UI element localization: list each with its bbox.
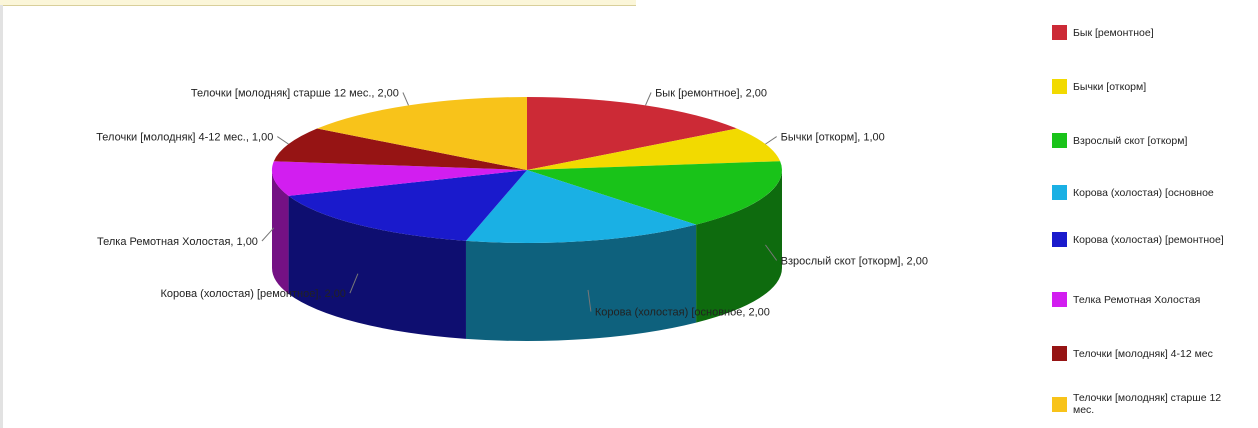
- chart-legend: Бык [ремонтное] Бычки [откорм] Взрослый …: [1052, 0, 1258, 428]
- legend-item: Корова (холостая) [ремонтное]: [1052, 232, 1258, 247]
- label-leader-line: [349, 273, 359, 294]
- label-leader-line: [645, 92, 652, 106]
- slice-data-label: Телочки [молодняк] 4-12 мес., 1,00: [96, 132, 273, 144]
- legend-item: Бычки [откорм]: [1052, 79, 1258, 94]
- label-leader-line: [765, 136, 777, 145]
- legend-item: Телочки [молодняк] 4-12 мес: [1052, 346, 1258, 361]
- legend-label: Бычки [откорм]: [1073, 80, 1147, 93]
- pie-sides: [272, 170, 783, 341]
- legend-label: Корова (холостая) [ремонтное]: [1073, 233, 1224, 246]
- pie-slice-side: [465, 224, 697, 341]
- legend-item: Телка Ремотная Холостая: [1052, 292, 1258, 307]
- pie-slice-side: [288, 195, 466, 339]
- legend-item: Телочки [молодняк] старше 12 мес.: [1052, 392, 1258, 416]
- legend-swatch: [1052, 396, 1067, 412]
- pie-slice[interactable]: [527, 161, 782, 225]
- pie-slice[interactable]: [317, 97, 527, 170]
- legend-swatch: [1052, 79, 1067, 94]
- slice-data-label: Бык [ремонтное], 2,00: [655, 88, 767, 100]
- slice-data-label: Телка Ремотная Холостая, 1,00: [97, 236, 258, 248]
- legend-label: Телочки [молодняк] 4-12 мес: [1073, 347, 1213, 360]
- pie-slice[interactable]: [527, 128, 781, 170]
- pie-slice[interactable]: [273, 128, 527, 170]
- pie-slice[interactable]: [527, 97, 737, 170]
- legend-swatch: [1052, 133, 1067, 148]
- legend-item: Бык [ремонтное]: [1052, 25, 1258, 40]
- label-leader-line: [402, 92, 409, 106]
- legend-swatch: [1052, 232, 1067, 247]
- pie-slice[interactable]: [271, 161, 527, 196]
- slice-data-label: Корова (холостая) [основное, 2,00: [595, 307, 770, 319]
- legend-label: Телочки [молодняк] старше 12 мес.: [1073, 392, 1222, 416]
- pie-slice-side: [272, 170, 289, 294]
- panel-left-border: [0, 5, 3, 428]
- legend-swatch: [1052, 185, 1067, 200]
- pie-slice[interactable]: [288, 170, 527, 241]
- legend-item: Взрослый скот [откорм]: [1052, 133, 1258, 148]
- legend-item: Корова (холостая) [основное: [1052, 185, 1258, 200]
- legend-label: Бык [ремонтное]: [1073, 26, 1154, 39]
- legend-label: Взрослый скот [откорм]: [1073, 134, 1188, 147]
- label-leader-line: [261, 227, 275, 242]
- legend-label: Корова (холостая) [основное: [1073, 186, 1214, 199]
- label-leader-line: [587, 289, 592, 312]
- slice-data-label: Бычки [откорм], 1,00: [781, 132, 885, 144]
- pie-top: [271, 97, 782, 243]
- slice-data-label: Телочки [молодняк] старше 12 мес., 2,00: [191, 88, 399, 100]
- slice-data-label: Взрослый скот [откорм], 2,00: [781, 255, 928, 267]
- legend-swatch: [1052, 25, 1067, 40]
- label-leader-line: [277, 136, 289, 145]
- pie-slice[interactable]: [465, 170, 697, 243]
- toolbar-strip: [0, 0, 636, 6]
- slice-labels: Бык [ремонтное], 2,00 Бычки [откорм], 1,0…: [96, 88, 928, 319]
- pie-chart: Бык [ремонтное], 2,00 Бычки [откорм], 1,0…: [96, 88, 928, 341]
- legend-swatch: [1052, 346, 1067, 361]
- legend-label: Телка Ремотная Холостая: [1073, 293, 1201, 306]
- label-leader-line: [765, 244, 778, 261]
- pie-slice-side: [696, 170, 783, 323]
- slice-data-label: Корова (холостая) [ремонтное], 2,00: [161, 288, 346, 300]
- legend-swatch: [1052, 292, 1067, 307]
